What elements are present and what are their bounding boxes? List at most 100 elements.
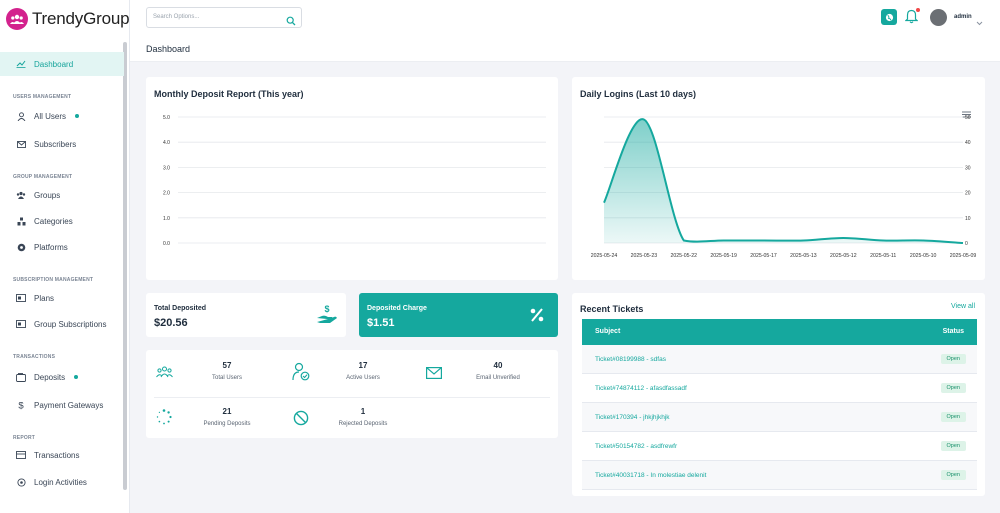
user-stats-card: 57 Total Users 17 Active Users 40 Email … [146, 350, 558, 438]
sidebar-item-platforms[interactable]: Platforms [0, 235, 124, 259]
table-row[interactable]: Ticket#08199988 - sdfas Open [582, 345, 977, 374]
divider [154, 397, 550, 398]
y-tick-label: 50 [965, 115, 971, 121]
subscriptions-icon [16, 319, 26, 329]
sidebar-item-label: Platforms [34, 242, 68, 252]
y-tick-label: 10 [965, 216, 971, 222]
status-badge: Open [940, 383, 966, 393]
spinner-icon [156, 409, 172, 430]
sidebar-item-label: Plans [34, 293, 55, 303]
status-column-header: Status [942, 328, 964, 335]
y-tick-label: 4.0 [163, 140, 170, 146]
logo[interactable]: TrendyGroup [6, 8, 130, 30]
sidebar-item-deposits[interactable]: Deposits [0, 365, 124, 389]
sidebar-item-group-subscriptions[interactable]: Group Subscriptions [0, 312, 124, 336]
sidebar-item-login-activities[interactable]: Login Activities [0, 470, 124, 494]
svg-text:$: $ [18, 401, 24, 411]
deposit-report-card: Monthly Deposit Report (This year) 0.0 1.… [146, 77, 558, 280]
search-icon[interactable] [286, 13, 296, 31]
view-all-link[interactable]: View all [951, 303, 975, 310]
sidebar-item-payment-gateways[interactable]: $ Payment Gateways [0, 393, 124, 417]
ticket-subject-link[interactable]: Ticket#170394 - jhkjhjkhjk [595, 414, 670, 421]
sidebar-item-subscribers[interactable]: Subscribers [0, 132, 124, 156]
table-row[interactable]: Ticket#170394 - jhkjhjkhjk Open [582, 403, 977, 432]
users-icon [156, 365, 173, 383]
chart-menu-icon[interactable] [962, 105, 971, 123]
sidebar-item-label: All Users [34, 111, 67, 121]
deposit-chart: 0.0 1.0 2.0 3.0 4.0 5.0 [163, 115, 546, 247]
x-tick-label: 2025-05-23 [631, 253, 658, 259]
sidebar-item-label: Transactions [34, 450, 80, 460]
deposit-report-title: Monthly Deposit Report (This year) [154, 89, 304, 99]
y-tick-label: 30 [965, 165, 971, 171]
deposited-charge-card: Deposited Charge $1.51 [359, 293, 558, 337]
status-badge: Open [940, 412, 966, 422]
x-tick-label: 2025-05-10 [910, 253, 937, 259]
user-icon [16, 111, 26, 121]
x-tick-label: 2025-05-09 [950, 253, 977, 259]
y-tick-label: 0.0 [163, 241, 170, 247]
deposited-charge-label: Deposited Charge [367, 305, 427, 312]
sidebar-item-all-users[interactable]: All Users [0, 104, 124, 128]
status-dot [75, 114, 80, 118]
pending-deposits-number: 21 [222, 407, 232, 416]
email-unverified-label: Email Unverified [476, 375, 520, 381]
ticket-subject-link[interactable]: Ticket#08199988 - sdfas [595, 356, 666, 363]
platforms-icon [16, 242, 26, 252]
notification-dot [916, 8, 920, 12]
status-dot [74, 375, 79, 379]
sidebar-item-categories[interactable]: Categories [0, 209, 124, 233]
sidebar-item-label: Login Activities [34, 477, 87, 487]
sidebar-item-label: Deposits [34, 372, 66, 382]
globe-button[interactable] [881, 9, 897, 25]
sidebar-item-dashboard[interactable]: Dashboard [0, 52, 124, 76]
x-tick-label: 2025-05-22 [671, 253, 698, 259]
chevron-down-icon[interactable] [976, 13, 983, 31]
dashboard-icon [16, 59, 26, 69]
page-title: Dashboard [146, 44, 191, 54]
y-tick-label: 2.0 [163, 191, 170, 197]
status-badge: Open [940, 441, 966, 451]
app-name: TrendyGroup [32, 9, 130, 28]
tickets-table-header: Subject Status [582, 319, 977, 345]
pending-deposits-label: Pending Deposits [203, 421, 251, 427]
avatar[interactable] [930, 9, 947, 26]
envelope-icon [426, 366, 443, 384]
sidebar-item-groups[interactable]: Groups [0, 183, 124, 207]
sidebar-item-label: Dashboard [34, 59, 74, 69]
x-tick-label: 2025-05-19 [710, 253, 737, 259]
search-input[interactable]: Search Options... [146, 7, 302, 28]
daily-logins-card: Daily Logins (Last 10 days) 0 10 20 30 40 50 2… [572, 77, 985, 280]
sidebar-item-plans[interactable]: Plans [0, 286, 124, 310]
sidebar-item-label: Subscribers [34, 139, 77, 149]
group-icon [16, 190, 26, 200]
plans-icon [16, 293, 26, 303]
sidebar-scrollbar[interactable] [123, 42, 127, 490]
dollar-icon: $ [16, 400, 26, 411]
x-tick-label: 2025-05-24 [591, 253, 618, 259]
table-row[interactable]: Ticket#74874112 - afasdfassadf Open [582, 374, 977, 403]
hand-dollar-icon: $ [316, 304, 338, 329]
subject-column-header: Subject [595, 328, 621, 335]
ticket-subject-link[interactable]: Ticket#40031718 - In molestiae delenit [595, 472, 707, 479]
ticket-subject-link[interactable]: Ticket#74874112 - afasdfassadf [595, 385, 687, 392]
ticket-subject-link[interactable]: Ticket#50154782 - asdfrewfr [595, 443, 678, 450]
table-row[interactable]: Ticket#50154782 - asdfrewfr Open [582, 432, 977, 461]
table-row[interactable]: Ticket#40031718 - In molestiae delenit Op… [582, 461, 977, 490]
sidebar-item-label: Group Subscriptions [34, 319, 107, 329]
y-tick-label: 1.0 [163, 216, 170, 222]
activity-icon [16, 477, 26, 487]
rejected-deposits-number: 1 [360, 407, 366, 416]
sidebar-section-label: REPORT [13, 435, 36, 441]
user-name[interactable]: admin [954, 14, 972, 20]
y-tick-label: 0 [965, 241, 968, 247]
total-deposited-value: $20.56 [154, 317, 188, 329]
active-users-number: 17 [358, 361, 368, 370]
logins-chart: 0 10 20 30 40 50 2025-05-24 2025-05-23 2025-05-2… [591, 115, 977, 259]
sidebar-item-transactions[interactable]: Transactions [0, 443, 124, 467]
notification-bell-icon[interactable] [904, 9, 919, 29]
sidebar-item-label: Categories [34, 216, 73, 226]
mail-icon [16, 139, 26, 149]
total-deposited-label: Total Deposited [154, 305, 206, 312]
y-tick-label: 5.0 [163, 115, 170, 121]
